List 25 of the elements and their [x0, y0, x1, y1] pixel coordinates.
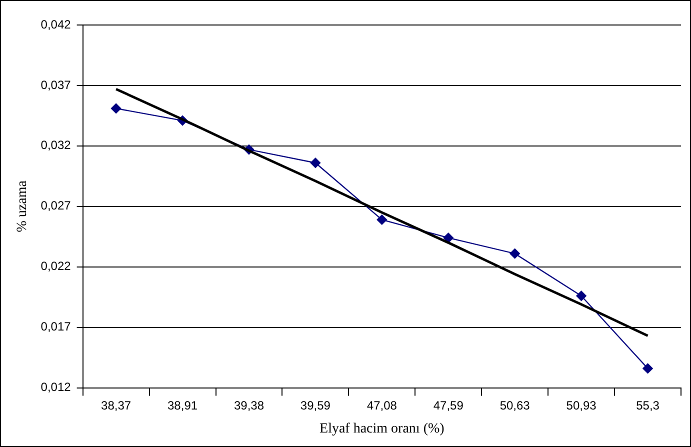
y-tick-label: 0,042: [40, 17, 72, 32]
x-tick-label: 38,37: [101, 398, 132, 412]
point: [443, 232, 454, 243]
y-tick-label: 0,012: [40, 380, 72, 394]
point: [110, 103, 122, 114]
point: [376, 214, 388, 225]
point: [576, 290, 586, 301]
x-tick-label: 50,93: [566, 398, 597, 412]
x-tick-label: 39,59: [300, 398, 331, 412]
y-tick-label: 0,017: [40, 320, 72, 334]
y-tick-label: 0,022: [40, 259, 72, 274]
y-tick-label: 0,027: [40, 198, 72, 213]
x-tick-label: 47,08: [366, 398, 398, 412]
x-tick-label: 39,38: [234, 398, 264, 412]
x-tick-label: 47,59: [433, 398, 464, 412]
point: [310, 158, 321, 168]
x-axis-title: Elyaf hacim oranı (%): [320, 421, 445, 436]
x-tick-label: 38,91: [168, 398, 198, 412]
x-tick-label: 50,63: [500, 398, 530, 412]
point: [510, 248, 520, 259]
y-tick-label: 0,037: [40, 78, 72, 92]
y-axis-title: % uzama: [15, 180, 30, 232]
x-tick-label: 55,3: [636, 398, 660, 412]
y-tick-label: 0,032: [40, 138, 72, 152]
point: [642, 363, 653, 374]
